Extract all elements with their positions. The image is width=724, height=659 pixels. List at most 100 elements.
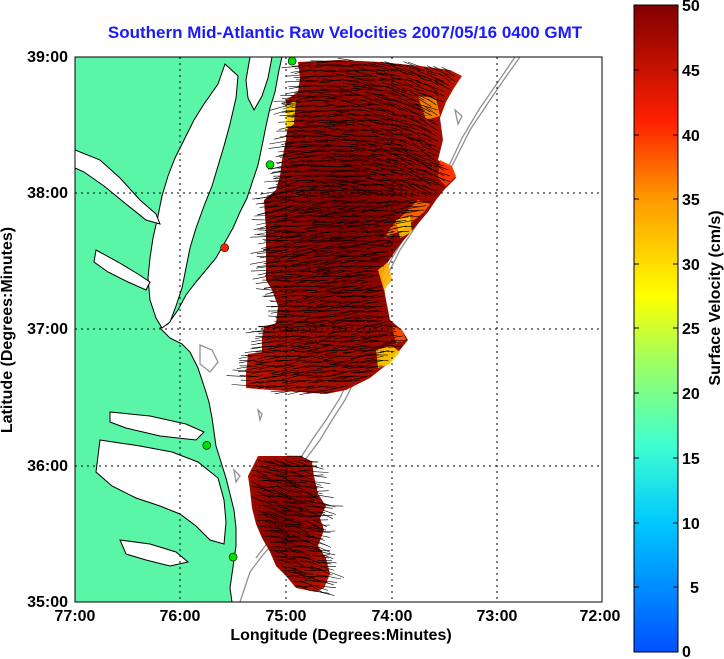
velocity-vector [320, 391, 335, 394]
velocity-vector [333, 376, 350, 380]
velocity-vector [424, 153, 437, 162]
velocity-vector [415, 81, 433, 87]
velocity-vector [354, 87, 371, 91]
velocity-vector [268, 541, 286, 544]
velocity-vector [355, 71, 372, 76]
velocity-vector [333, 291, 348, 293]
velocity-vector [294, 159, 306, 163]
velocity-vector [340, 330, 359, 333]
x-axis-label: Longitude (Degrees:Minutes) [230, 627, 451, 644]
velocity-vector [322, 581, 334, 586]
velocity-vector [351, 179, 372, 182]
velocity-vector [345, 123, 359, 127]
velocity-vector [387, 157, 401, 162]
velocity-vector [311, 164, 325, 168]
velocity-vector [266, 381, 277, 383]
velocity-vector [316, 586, 328, 591]
velocity-vector [282, 204, 299, 209]
velocity-vector [445, 70, 455, 77]
velocity-vector [281, 375, 300, 380]
velocity-vector [349, 76, 366, 81]
velocity-vector [272, 175, 282, 180]
velocity-vector [312, 70, 324, 72]
velocity-vector [401, 114, 415, 117]
velocity-vector [421, 185, 438, 192]
velocity-vector [318, 565, 335, 571]
velocity-vector [320, 88, 337, 91]
velocity-vector [337, 246, 356, 251]
velocity-vector [294, 525, 309, 534]
velocity-vector [334, 196, 353, 199]
velocity-vector [257, 271, 275, 276]
velocity-vector [256, 251, 277, 254]
velocity-vector [324, 254, 337, 257]
velocity-vector [308, 299, 325, 304]
velocity-vector [410, 142, 420, 147]
velocity-vector [267, 491, 285, 496]
velocity-vector [291, 115, 306, 118]
velocity-vector [318, 135, 329, 137]
velocity-vector [270, 506, 286, 516]
velocity-vector [287, 274, 306, 276]
velocity-vector [371, 251, 389, 254]
velocity-vector [376, 72, 389, 77]
velocity-vector [356, 142, 373, 148]
velocity-vector [355, 122, 371, 128]
velocity-vector [372, 84, 391, 88]
velocity-vector [256, 471, 268, 477]
velocity-vector [261, 246, 271, 249]
velocity-vector [381, 96, 397, 101]
velocity-vector [422, 75, 438, 82]
velocity-vector [374, 121, 389, 126]
velocity-vector [315, 251, 335, 255]
velocity-vector [429, 161, 444, 167]
velocity-vector [424, 106, 438, 116]
velocity-vector [262, 295, 276, 297]
velocity-vector [299, 355, 317, 359]
velocity-vector [323, 270, 342, 275]
velocity-vector [355, 114, 373, 117]
velocity-vector [260, 226, 277, 230]
velocity-vector [351, 166, 367, 172]
velocity-vector [270, 535, 289, 540]
velocity-vector [402, 180, 420, 187]
velocity-vector [286, 535, 301, 538]
velocity-vector [292, 224, 313, 227]
albemarle-sound [109, 411, 205, 441]
velocity-vector [436, 82, 452, 91]
velocity-vector [276, 280, 289, 282]
velocity-vector [290, 70, 306, 73]
velocity-vector [408, 72, 426, 77]
velocity-vector [389, 91, 402, 98]
velocity-vector [400, 133, 414, 142]
velocity-vector [403, 61, 416, 67]
velocity-vector [381, 168, 395, 172]
velocity-vector [416, 107, 432, 116]
velocity-vector [342, 305, 360, 308]
velocity-vector [312, 221, 325, 224]
velocity-vector [281, 264, 295, 266]
velocity-vector [267, 345, 287, 348]
velocity-vector [298, 270, 311, 272]
velocity-vector [278, 314, 299, 316]
velocity-vector [417, 70, 432, 77]
velocity-vector [321, 105, 335, 107]
velocity-vector [386, 141, 403, 147]
velocity-vector [329, 314, 347, 317]
velocity-vector [293, 190, 306, 194]
velocity-vector [299, 391, 312, 396]
velocity-vector [380, 77, 395, 81]
velocity-vector [338, 225, 354, 230]
grid-lines [75, 57, 602, 602]
velocity-vector [405, 209, 425, 211]
velocity-vector [312, 550, 331, 552]
velocity-vector [404, 127, 421, 136]
velocity-vector [429, 96, 445, 103]
velocity-vector [299, 495, 320, 497]
velocity-vector [354, 157, 371, 162]
velocity-vector [368, 155, 384, 161]
velocity-vector [420, 179, 439, 186]
velocity-vector [270, 225, 288, 227]
velocity-vector [359, 345, 372, 347]
